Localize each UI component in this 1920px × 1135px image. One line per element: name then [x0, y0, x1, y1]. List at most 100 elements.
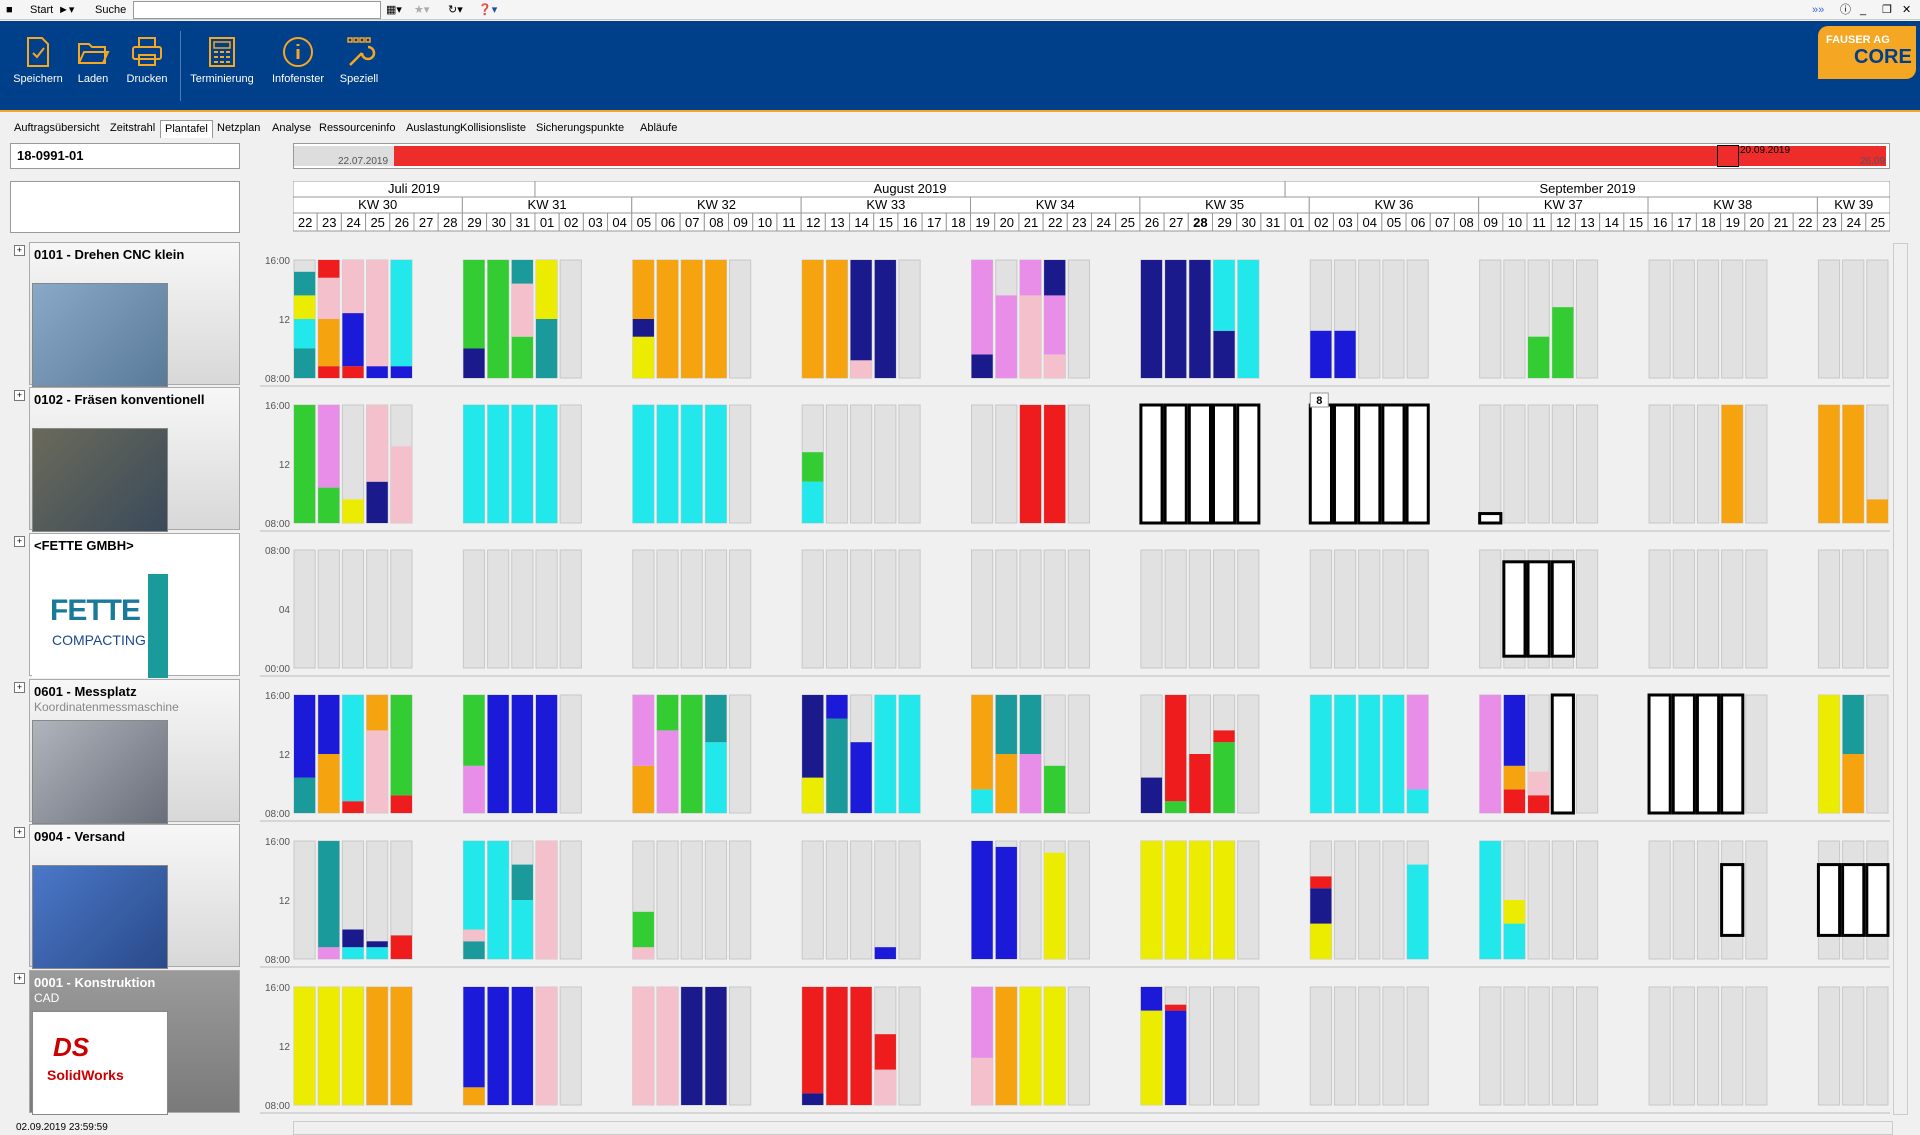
planned-block[interactable]	[1502, 560, 1527, 658]
capacity-slot[interactable]	[1019, 549, 1042, 669]
task-segment[interactable]	[1213, 742, 1235, 813]
refresh-icon[interactable]: ↻▾	[448, 4, 463, 16]
task-segment[interactable]	[463, 695, 485, 766]
task-segment[interactable]	[1866, 499, 1888, 523]
tab-9[interactable]: Abläufe	[640, 122, 678, 134]
capacity-slot[interactable]	[1745, 694, 1768, 814]
capacity-slot[interactable]	[1358, 259, 1381, 379]
horizontal-scrollbar[interactable]	[293, 1121, 1893, 1135]
capacity-slot[interactable]	[559, 986, 582, 1106]
task-segment[interactable]	[535, 319, 558, 378]
task-segment[interactable]	[294, 319, 316, 349]
task-segment[interactable]	[1165, 1010, 1187, 1105]
capacity-slot[interactable]	[1382, 840, 1405, 960]
task-segment[interactable]	[487, 260, 509, 378]
task-segment[interactable]	[511, 900, 533, 959]
minimize-icon[interactable]: _	[1860, 4, 1867, 16]
task-segment[interactable]	[802, 481, 824, 523]
task-segment[interactable]	[1165, 695, 1187, 802]
task-segment[interactable]	[342, 260, 364, 314]
task-segment[interactable]	[463, 841, 485, 930]
task-segment[interactable]	[294, 405, 316, 523]
task-segment[interactable]	[1189, 841, 1211, 959]
task-segment[interactable]	[535, 405, 558, 523]
capacity-slot[interactable]	[680, 840, 703, 960]
task-segment[interactable]	[705, 260, 727, 378]
task-segment[interactable]	[1044, 765, 1066, 813]
task-segment[interactable]	[826, 987, 848, 1105]
task-segment[interactable]	[802, 1093, 824, 1105]
expand-icon[interactable]: +	[14, 827, 25, 838]
capacity-slot[interactable]	[1745, 549, 1768, 669]
task-segment[interactable]	[487, 405, 509, 523]
task-segment[interactable]	[1044, 260, 1066, 296]
planned-block[interactable]	[1478, 512, 1503, 525]
capacity-slot[interactable]	[487, 549, 510, 669]
task-segment[interactable]	[1140, 777, 1163, 813]
task-segment[interactable]	[1310, 923, 1332, 959]
capacity-slot[interactable]	[1575, 986, 1599, 1106]
capacity-slot[interactable]	[1479, 404, 1502, 524]
capacity-slot[interactable]	[1019, 840, 1042, 960]
resource-card[interactable]: 0101 - Drehen CNC klein	[29, 242, 240, 387]
start-button[interactable]: Start	[30, 4, 54, 16]
planned-block[interactable]	[1139, 403, 1164, 525]
task-segment[interactable]	[632, 947, 654, 959]
capacity-slot[interactable]	[729, 840, 752, 960]
task-segment[interactable]	[1140, 1010, 1163, 1105]
task-segment[interactable]	[511, 405, 533, 523]
expand-icon[interactable]: +	[14, 245, 25, 256]
task-segment[interactable]	[874, 1069, 896, 1105]
capacity-slot[interactable]	[559, 404, 582, 524]
capacity-slot[interactable]	[729, 694, 752, 814]
task-segment[interactable]	[342, 499, 364, 523]
capacity-slot[interactable]	[898, 404, 921, 524]
capacity-slot[interactable]	[1745, 986, 1768, 1106]
expand-icon[interactable]: +	[14, 682, 25, 693]
task-segment[interactable]	[656, 405, 679, 523]
capacity-slot[interactable]	[1067, 840, 1091, 960]
task-segment[interactable]	[632, 695, 654, 766]
capacity-slot[interactable]	[1067, 986, 1091, 1106]
capacity-slot[interactable]	[1067, 404, 1091, 524]
capacity-slot[interactable]	[1188, 986, 1211, 1106]
search-input[interactable]	[133, 1, 381, 19]
planned-block[interactable]	[1357, 403, 1382, 525]
task-segment[interactable]	[1019, 987, 1042, 1105]
capacity-slot[interactable]	[995, 549, 1018, 669]
capacity-slot[interactable]	[874, 549, 897, 669]
task-segment[interactable]	[874, 947, 896, 959]
task-segment[interactable]	[705, 695, 727, 743]
capacity-slot[interactable]	[535, 549, 558, 669]
task-segment[interactable]	[681, 695, 703, 813]
task-segment[interactable]	[318, 366, 340, 378]
task-segment[interactable]	[1407, 864, 1429, 959]
task-segment[interactable]	[874, 1034, 896, 1070]
task-segment[interactable]	[1044, 295, 1066, 355]
task-segment[interactable]	[390, 446, 412, 523]
task-segment[interactable]	[1407, 789, 1429, 813]
task-segment[interactable]	[511, 987, 533, 1105]
capacity-slot[interactable]	[1333, 549, 1357, 669]
capacity-slot[interactable]	[874, 404, 897, 524]
task-segment[interactable]	[318, 319, 340, 367]
task-segment[interactable]	[632, 405, 654, 523]
capacity-slot[interactable]	[1237, 840, 1260, 960]
task-segment[interactable]	[390, 987, 412, 1105]
capacity-slot[interactable]	[825, 404, 849, 524]
task-segment[interactable]	[971, 260, 993, 355]
task-segment[interactable]	[390, 935, 412, 959]
capacity-slot[interactable]	[1745, 404, 1768, 524]
task-segment[interactable]	[656, 260, 679, 378]
task-segment[interactable]	[1528, 795, 1550, 813]
task-segment[interactable]	[1842, 754, 1864, 813]
capacity-slot[interactable]	[1842, 259, 1865, 379]
task-segment[interactable]	[1310, 695, 1332, 813]
task-segment[interactable]	[511, 260, 533, 284]
task-segment[interactable]	[511, 336, 533, 378]
task-segment[interactable]	[1334, 330, 1356, 378]
capacity-slot[interactable]	[1575, 404, 1599, 524]
task-segment[interactable]	[1189, 754, 1211, 813]
capacity-slot[interactable]	[1672, 404, 1695, 524]
tab-8[interactable]: Sicherungspunkte	[536, 122, 625, 134]
